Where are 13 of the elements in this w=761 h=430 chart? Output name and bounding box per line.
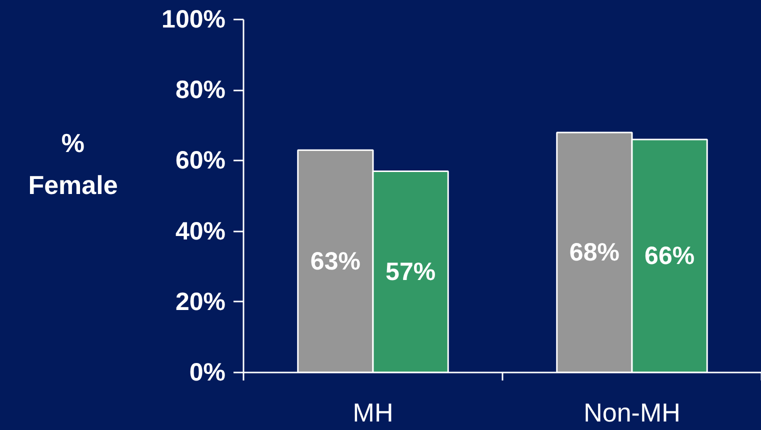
y-axis-title: % Female xyxy=(28,127,118,202)
y-tick-label: 80% xyxy=(175,76,226,104)
data-label: 68% xyxy=(569,238,620,266)
x-tick-label: Non-MH xyxy=(584,398,680,428)
y-tick-label: 40% xyxy=(175,217,226,246)
y-tick-label: 0% xyxy=(189,358,226,386)
data-label: 66% xyxy=(644,242,695,270)
y-tick-label: 100% xyxy=(162,6,226,34)
data-label: 57% xyxy=(386,258,436,286)
y-tick-label: 60% xyxy=(175,146,226,175)
x-tick-label: MH xyxy=(352,398,394,428)
y-tick-label: 20% xyxy=(175,288,226,316)
data-label: 63% xyxy=(310,247,360,276)
